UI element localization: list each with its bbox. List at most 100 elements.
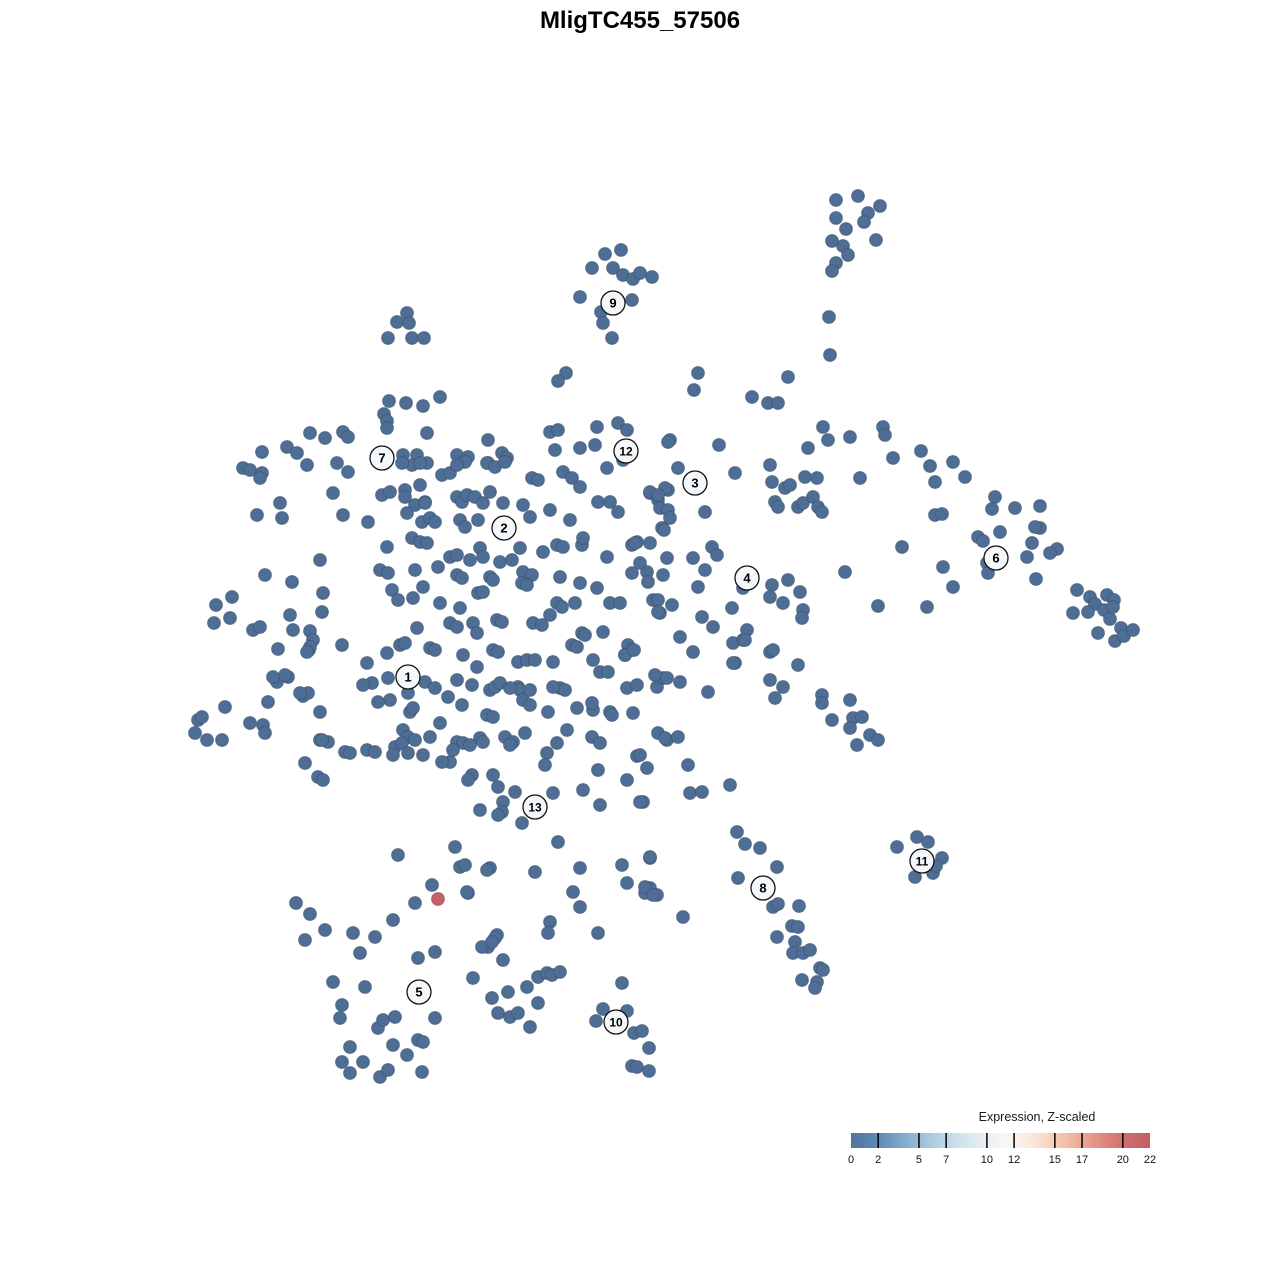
data-point: [585, 261, 599, 275]
data-point: [578, 628, 592, 642]
data-point: [573, 900, 587, 914]
data-point: [368, 745, 382, 759]
data-point: [857, 215, 871, 229]
data-point: [326, 486, 340, 500]
data-point: [541, 705, 555, 719]
data-point: [895, 540, 909, 554]
data-point: [553, 570, 567, 584]
data-point: [620, 423, 634, 437]
data-point: [1066, 606, 1080, 620]
data-point: [195, 710, 209, 724]
data-point: [546, 655, 560, 669]
data-point: [428, 681, 442, 695]
data-point: [531, 996, 545, 1010]
data-point: [298, 933, 312, 947]
data-point: [420, 536, 434, 550]
data-point: [261, 695, 275, 709]
data-point: [460, 885, 474, 899]
data-point: [822, 310, 836, 324]
data-point: [290, 446, 304, 460]
data-point: [910, 830, 924, 844]
data-point: [565, 471, 579, 485]
data-point: [368, 930, 382, 944]
data-point: [450, 620, 464, 634]
cluster-label-circle: [600, 290, 626, 316]
data-point: [823, 348, 837, 362]
data-point: [701, 685, 715, 699]
legend-tick-label: 5: [916, 1154, 922, 1166]
data-point: [335, 998, 349, 1012]
data-point: [795, 611, 809, 625]
data-point: [376, 1013, 390, 1027]
data-point: [591, 926, 605, 940]
data-point: [551, 374, 565, 388]
data-point: [289, 896, 303, 910]
data-point: [766, 643, 780, 657]
data-point: [890, 840, 904, 854]
data-point: [573, 861, 587, 875]
data-point: [250, 508, 264, 522]
data-point: [420, 426, 434, 440]
data-point: [380, 421, 394, 435]
data-point: [825, 713, 839, 727]
data-point: [300, 645, 314, 659]
data-point: [781, 573, 795, 587]
data-point: [745, 390, 759, 404]
data-point: [843, 721, 857, 735]
data-point: [209, 598, 223, 612]
data-point: [401, 746, 415, 760]
cluster-label-circle: [734, 565, 760, 591]
data-point: [501, 985, 515, 999]
data-point: [573, 441, 587, 455]
data-point: [573, 480, 587, 494]
data-point: [275, 511, 289, 525]
data-point: [406, 591, 420, 605]
data-point: [473, 803, 487, 817]
data-point: [695, 610, 709, 624]
data-point: [738, 837, 752, 851]
cluster-label-circle: [522, 794, 548, 820]
data-point: [391, 848, 405, 862]
data-point: [523, 510, 537, 524]
data-point: [356, 1055, 370, 1069]
data-point: [753, 841, 767, 855]
data-point: [698, 563, 712, 577]
data-point: [463, 738, 477, 752]
data-point: [253, 620, 267, 634]
data-point: [413, 456, 427, 470]
data-point: [851, 189, 865, 203]
data-point: [273, 496, 287, 510]
data-point: [266, 670, 280, 684]
cluster-label-circle: [613, 438, 639, 464]
cluster-label-10: 10: [609, 1016, 623, 1030]
cluster-label-circle: [395, 664, 421, 690]
data-point: [946, 455, 960, 469]
data-point: [293, 686, 307, 700]
legend-tick-label: 17: [1076, 1154, 1088, 1166]
data-point: [535, 618, 549, 632]
data-point: [576, 783, 590, 797]
data-point: [626, 706, 640, 720]
data-point: [620, 876, 634, 890]
data-point: [1081, 605, 1095, 619]
data-point: [829, 193, 843, 207]
data-point: [640, 761, 654, 775]
data-point: [513, 541, 527, 555]
data-point: [588, 438, 602, 452]
data-point: [541, 926, 555, 940]
data-point: [381, 671, 395, 685]
cluster-label-circle: [909, 848, 935, 874]
cluster-label-6: 6: [992, 551, 999, 566]
data-point: [382, 394, 396, 408]
data-point: [450, 458, 464, 472]
data-point: [1106, 600, 1120, 614]
cluster-label-1: 1: [404, 670, 411, 685]
data-point: [586, 653, 600, 667]
legend-ticks: 0 2 5 7 10 12 15 17 20 22: [848, 1133, 1156, 1166]
data-point: [303, 426, 317, 440]
data-point: [435, 755, 449, 769]
data-point: [695, 785, 709, 799]
data-point: [771, 500, 785, 514]
data-point: [408, 563, 422, 577]
